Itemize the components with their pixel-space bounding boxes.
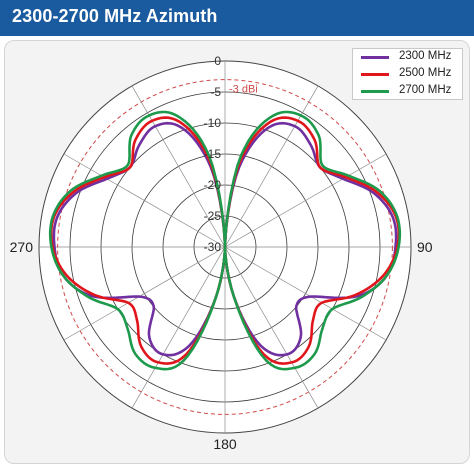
angle-label-90: 90 — [417, 239, 433, 255]
chart-legend: 2300 MHz 2500 MHz 2700 MHz — [352, 48, 463, 100]
radial-tick-label: -25 — [204, 209, 222, 223]
grid-spoke — [224, 85, 319, 248]
legend-item-2500: 2500 MHz — [353, 66, 462, 83]
legend-swatch-2700 — [361, 90, 389, 93]
radial-tick-label: 0 — [214, 54, 221, 68]
reference-circle — [57, 79, 393, 415]
grid-spoke — [131, 85, 226, 248]
legend-swatch-2300 — [361, 56, 389, 59]
legend-label-2300: 2300 MHz — [399, 50, 452, 62]
radial-tick-label: -20 — [204, 178, 222, 192]
legend-label-2500: 2500 MHz — [399, 67, 452, 79]
legend-item-2700: 2700 MHz — [353, 83, 462, 100]
grid-spoke — [224, 153, 387, 248]
reference-label: -3 dBi — [229, 84, 258, 96]
radial-tick-label: -5 — [210, 85, 221, 99]
legend-label-2700: 2700 MHz — [399, 84, 452, 96]
radial-tick-label: -30 — [204, 240, 222, 254]
radial-tick-label: -15 — [204, 147, 222, 161]
chart-title: 2300-2700 MHz Azimuth — [12, 6, 218, 26]
grid-spoke — [224, 246, 319, 409]
legend-item-2300: 2300 MHz — [353, 49, 462, 66]
legend-swatch-2500 — [361, 73, 389, 76]
title-bar: 2300-2700 MHz Azimuth — [0, 0, 474, 36]
angle-label-180: 180 — [213, 436, 237, 452]
angle-label-270: 270 — [10, 239, 34, 255]
grid-spoke — [63, 153, 226, 248]
grid-spoke — [63, 246, 226, 341]
grid-spoke — [131, 246, 226, 409]
grid-spoke — [224, 246, 387, 341]
series-line-2700-mhz — [48, 110, 402, 371]
radial-tick-label: -10 — [204, 116, 222, 130]
